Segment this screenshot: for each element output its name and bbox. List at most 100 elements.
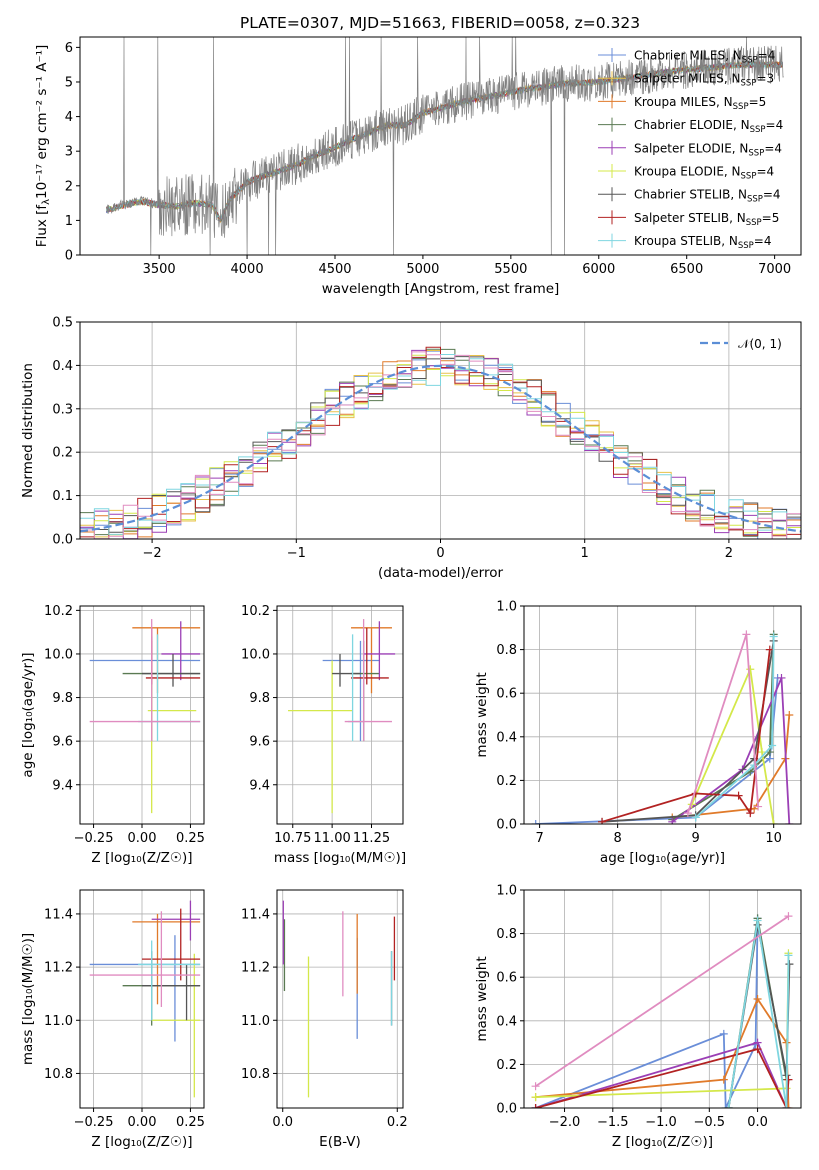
age-weight-frame [523, 605, 802, 825]
legend-label-name-0: Chabrier MILES, N [634, 49, 742, 63]
legend-label-6: Chabrier STELIB, NSSP=4 [634, 188, 781, 205]
mass-age-ytick-label-0: 9.4 [249, 778, 270, 793]
spectrum-frame [79, 36, 802, 256]
age-weight-ylabel: mass weight [474, 672, 490, 757]
age-weight-marker-4-3 [769, 820, 778, 824]
age-weight-ytick-label-2: 0.4 [496, 730, 517, 745]
age-weight-marker-6-2 [734, 791, 743, 800]
gaussian-curve [80, 364, 801, 533]
residuals-xtick-label-0: −2 [143, 546, 162, 561]
legend-label-name-7: Salpeter STELIB, N [634, 211, 746, 225]
ebv-mass-plot-area [282, 900, 396, 1098]
z-weight-marker-6-0 [531, 1104, 540, 1108]
age-weight-marker-6-3 [746, 809, 755, 818]
legend-label-name-4: Salpeter ELODIE, N [634, 141, 748, 155]
z-weight-marker-8-1 [784, 912, 793, 921]
z-weight-marker-8-0 [531, 1082, 540, 1091]
age-weight-series-8 [687, 634, 759, 814]
z-weight-marker-1-1 [719, 1075, 728, 1084]
age-weight-marker-3-2 [777, 673, 786, 682]
mass-age-ytick-label-2: 9.8 [249, 691, 270, 706]
z-age-ytick-label-1: 9.6 [52, 735, 73, 750]
age-weight-marker-6-4 [765, 645, 774, 654]
residuals-xtick-label-4: 2 [725, 546, 733, 561]
z-weight-ytick-label-2: 0.4 [496, 1014, 517, 1029]
z-age-ytick-label-0: 9.4 [52, 778, 73, 793]
legend-label-4: Salpeter ELODIE, NSSP=4 [634, 141, 782, 158]
legend-label-0: Chabrier MILES, NSSP=4 [634, 49, 775, 66]
age-weight-marker-7-1 [750, 761, 759, 770]
legend-label-count-8: =4 [754, 234, 772, 248]
z-mass-ytick-label-1: 11.0 [44, 1014, 73, 1029]
age-weight-marker-8-1 [742, 630, 751, 639]
z-weight-marker-7-0 [724, 1104, 733, 1108]
legend-label-count-4: =4 [764, 141, 782, 155]
ebv-mass-ytick-label-1: 11.0 [241, 1014, 270, 1029]
ebv-mass-ytick-label-3: 11.4 [241, 907, 270, 922]
legend-label-name-6: Chabrier STELIB, N [634, 188, 747, 202]
residuals-xtick-label-2: 0 [436, 546, 444, 561]
age-weight-marker-1-3 [785, 711, 794, 719]
spectrum-panel: 3500 4000 4500 5000 5500 6000 6500 7000 0 1 2 3 4 5 6 w… [34, 36, 802, 297]
figure-title: PLATE=0307, MJD=51663, FIBERID=0058, z=0… [240, 14, 640, 32]
z-weight-frame [523, 889, 802, 1109]
spectrum-xtick-label-7: 7000 [758, 262, 791, 277]
z-age-xtick-label-2: 0.25 [176, 831, 205, 846]
residuals-ytick-label-5: 0.5 [52, 316, 73, 331]
age-weight-ytick-label-5: 1.0 [496, 600, 517, 615]
legend-label-count-6: =4 [763, 188, 781, 202]
age-weight-marker-0-0 [531, 820, 540, 824]
mass-age-plot-area [288, 619, 396, 814]
z-mass-xtick-label-2: 0.25 [176, 1115, 205, 1130]
z-mass-xtick-label-0: −0.25 [74, 1115, 114, 1130]
age-weight-marker-8-2 [754, 802, 763, 811]
z-weight-marker-7-3 [784, 951, 793, 960]
legend-label-count-1: =3 [756, 72, 774, 86]
residual-histogram-8 [80, 354, 801, 539]
age-weight-marker-7-2 [768, 741, 777, 750]
age-weight-ytick-label-4: 0.8 [496, 643, 517, 658]
spectrum-xtick-label-2: 4500 [318, 262, 351, 277]
age-weight-panel: 7 8 9 10 0.0 0.2 0.4 0.6 0.8 1.0 age [log₁₀(age/yr… [474, 600, 802, 866]
spectrum-ylabel-rest: 10⁻¹⁷ erg cm⁻² s⁻¹ A⁻¹] [34, 45, 50, 199]
age-weight-series-4 [690, 665, 775, 824]
residuals-ytick-label-4: 0.4 [52, 359, 73, 374]
z-weight-xtick-label-2: −1.0 [645, 1115, 677, 1130]
z-age-plot-area [89, 619, 201, 814]
spectrum-xtick-label-1: 4000 [231, 262, 264, 277]
legend-label-sub-1: SSP [741, 79, 757, 89]
legend-label-name-1: Salpeter MILES, N [634, 72, 741, 86]
spectrum-ylabel: Flux [fλ10⁻¹⁷ erg cm⁻² s⁻¹ A⁻¹] [34, 45, 52, 248]
legend-label-sub-3: SSP [750, 125, 766, 135]
age-weight-plot-area [531, 630, 794, 824]
mass-age-xlabel: mass [log₁₀(M/M☉)] [274, 850, 406, 866]
age-weight-ytick-label-3: 0.6 [496, 687, 517, 702]
spectrum-xtick-label-3: 5000 [406, 262, 439, 277]
age-weight-marker-7-3 [769, 632, 778, 641]
z-age-ytick-label-3: 10.0 [44, 647, 73, 662]
z-age-ytick-label-4: 10.2 [44, 604, 73, 619]
z-mass-ytick-label-0: 10.8 [44, 1067, 73, 1082]
z-weight-xtick-label-0: −2.0 [549, 1115, 581, 1130]
age-weight-ytick-label-1: 0.2 [496, 774, 517, 789]
z-weight-ytick-label-0: 0.0 [496, 1102, 517, 1117]
age-weight-xtick-label-0: 7 [535, 831, 543, 846]
z-weight-ytick-label-5: 1.0 [496, 884, 517, 899]
spectrum-data-line [106, 37, 784, 255]
age-weight-series-6 [601, 649, 771, 823]
mass-age-xtick-label-2: 11.25 [353, 831, 390, 846]
ebv-mass-ytick-label-2: 11.2 [241, 961, 270, 976]
mass-age-xtick-label-0: 10.75 [274, 831, 311, 846]
legend-label-count-5: =4 [756, 165, 774, 179]
mass-age-panel: 10.75 11.00 11.25 9.4 9.6 9.8 10.0 10.2 mass [lo… [241, 604, 406, 866]
z-age-panel: −0.25 0.00 0.25 9.4 9.6 9.8 10.0 10.2 Z [log₁₀(Z… [20, 604, 205, 866]
residuals-xlabel: (data-model)/error [378, 565, 504, 581]
age-weight-marker-3-3 [785, 820, 794, 824]
z-mass-ylabel: mass [log₁₀(M/M☉)] [20, 933, 36, 1065]
legend-label-sub-4: SSP [748, 148, 764, 158]
legend-label-count-2: =5 [749, 95, 767, 109]
z-weight-xlabel: Z [log₁₀(Z/Z☉)] [612, 1134, 713, 1150]
z-weight-marker-4-0 [531, 1093, 540, 1102]
mass-age-frame [276, 605, 404, 825]
